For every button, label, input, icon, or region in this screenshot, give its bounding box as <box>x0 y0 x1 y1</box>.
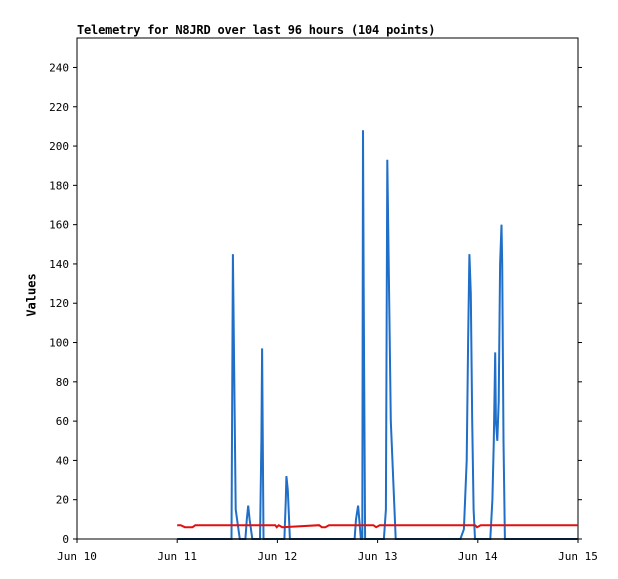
x-tick-label: Jun 13 <box>358 550 398 563</box>
x-tick-label: Jun 14 <box>458 550 498 563</box>
y-tick-label: 160 <box>49 219 69 232</box>
y-tick-label: 180 <box>49 179 69 192</box>
y-tick-label: 140 <box>49 258 69 271</box>
series-red-line <box>177 523 578 529</box>
y-tick-label: 40 <box>56 454 69 467</box>
x-tick-label: Jun 12 <box>258 550 298 563</box>
y-tick-label: 60 <box>56 415 69 428</box>
series-blue-line <box>177 130 578 540</box>
y-tick-label: 20 <box>56 494 69 507</box>
y-tick-label: 220 <box>49 101 69 114</box>
y-tick-label: 200 <box>49 140 69 153</box>
y-tick-label: 240 <box>49 61 69 74</box>
x-tick-label: Jun 11 <box>157 550 197 563</box>
series-layer <box>177 130 578 540</box>
x-tick-label: Jun 10 <box>57 550 97 563</box>
x-ticks: Jun 10 Jun 11 Jun 12 Jun 13 Jun 14 Jun 15 <box>57 539 598 563</box>
y-tick-label: 100 <box>49 337 69 350</box>
chart-title: Telemetry for N8JRD over last 96 hours (… <box>77 23 436 37</box>
y-tick-label: 120 <box>49 297 69 310</box>
y-ticks: 0 20 40 60 80 100 120 140 160 180 200 220 240 <box>49 61 582 546</box>
y-tick-label: 0 <box>62 533 69 546</box>
x-tick-label: Jun 15 <box>558 550 598 563</box>
y-tick-label: 80 <box>56 376 69 389</box>
